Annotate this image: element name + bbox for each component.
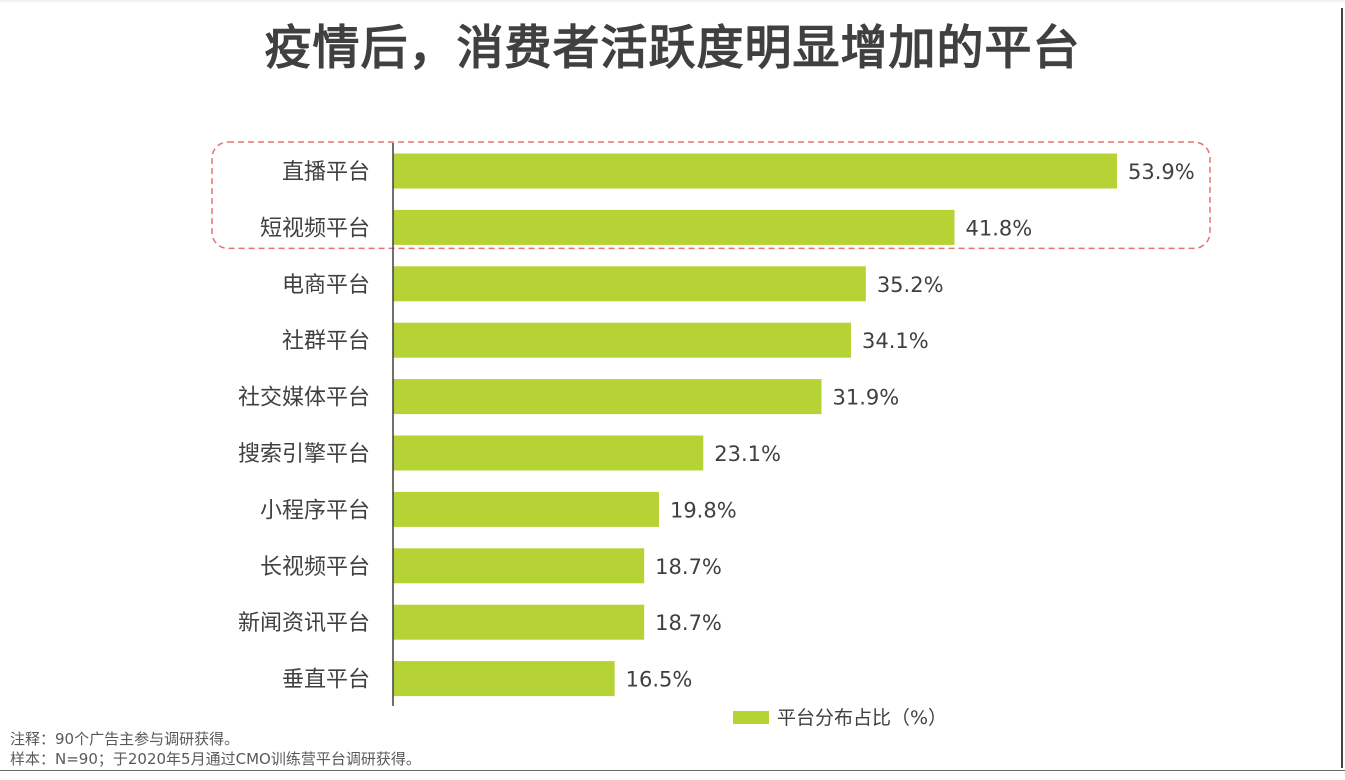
chart-title: 疫情后，消费者活跃度明显增加的平台	[264, 21, 1081, 76]
category-label: 长视频平台	[260, 555, 370, 580]
bar-8	[393, 548, 645, 584]
legend-swatch	[733, 711, 769, 724]
value-label: 34.1%	[862, 329, 929, 353]
value-label: 16.5%	[626, 668, 693, 692]
value-label: 23.1%	[714, 442, 781, 466]
value-label: 35.2%	[877, 273, 944, 297]
category-label: 垂直平台	[282, 668, 370, 693]
bar-5	[393, 379, 822, 415]
bar-9	[393, 604, 645, 640]
value-label: 41.8%	[965, 216, 1032, 240]
category-label: 短视频平台	[260, 216, 370, 241]
footnotes: 注释：90个广告主参与调研获得。 样本：N=90；于2020年5月通过CMO训练…	[10, 729, 421, 769]
bar-4	[393, 322, 852, 358]
note-text: 注释：90个广告主参与调研获得。	[10, 730, 240, 748]
bar-2	[393, 209, 955, 245]
bar-3	[393, 266, 866, 302]
category-label: 搜索引擎平台	[238, 442, 370, 467]
value-label: 19.8%	[670, 498, 737, 522]
category-label: 社群平台	[282, 329, 370, 354]
bar-1	[393, 153, 1117, 189]
top-edge	[0, 0, 1345, 2]
category-label: 电商平台	[282, 273, 370, 298]
value-label: 18.7%	[655, 611, 722, 635]
legend-label: 平台分布占比（%）	[777, 707, 947, 729]
value-label: 53.9%	[1128, 160, 1195, 184]
bar-10	[393, 661, 615, 697]
category-label: 社交媒体平台	[238, 386, 370, 411]
bar-6	[393, 435, 704, 471]
bar-7	[393, 491, 659, 527]
category-label: 新闻资讯平台	[238, 611, 370, 636]
value-label: 18.7%	[655, 555, 722, 579]
category-label: 小程序平台	[260, 498, 370, 523]
value-label: 31.9%	[832, 386, 899, 410]
bottom-rule	[0, 770, 1345, 771]
sample-text: 样本：N=90；于2020年5月通过CMO训练营平台调研获得。	[10, 750, 421, 768]
category-label: 直播平台	[282, 160, 370, 185]
highlight-box	[211, 141, 1211, 250]
right-border	[1341, 8, 1343, 768]
